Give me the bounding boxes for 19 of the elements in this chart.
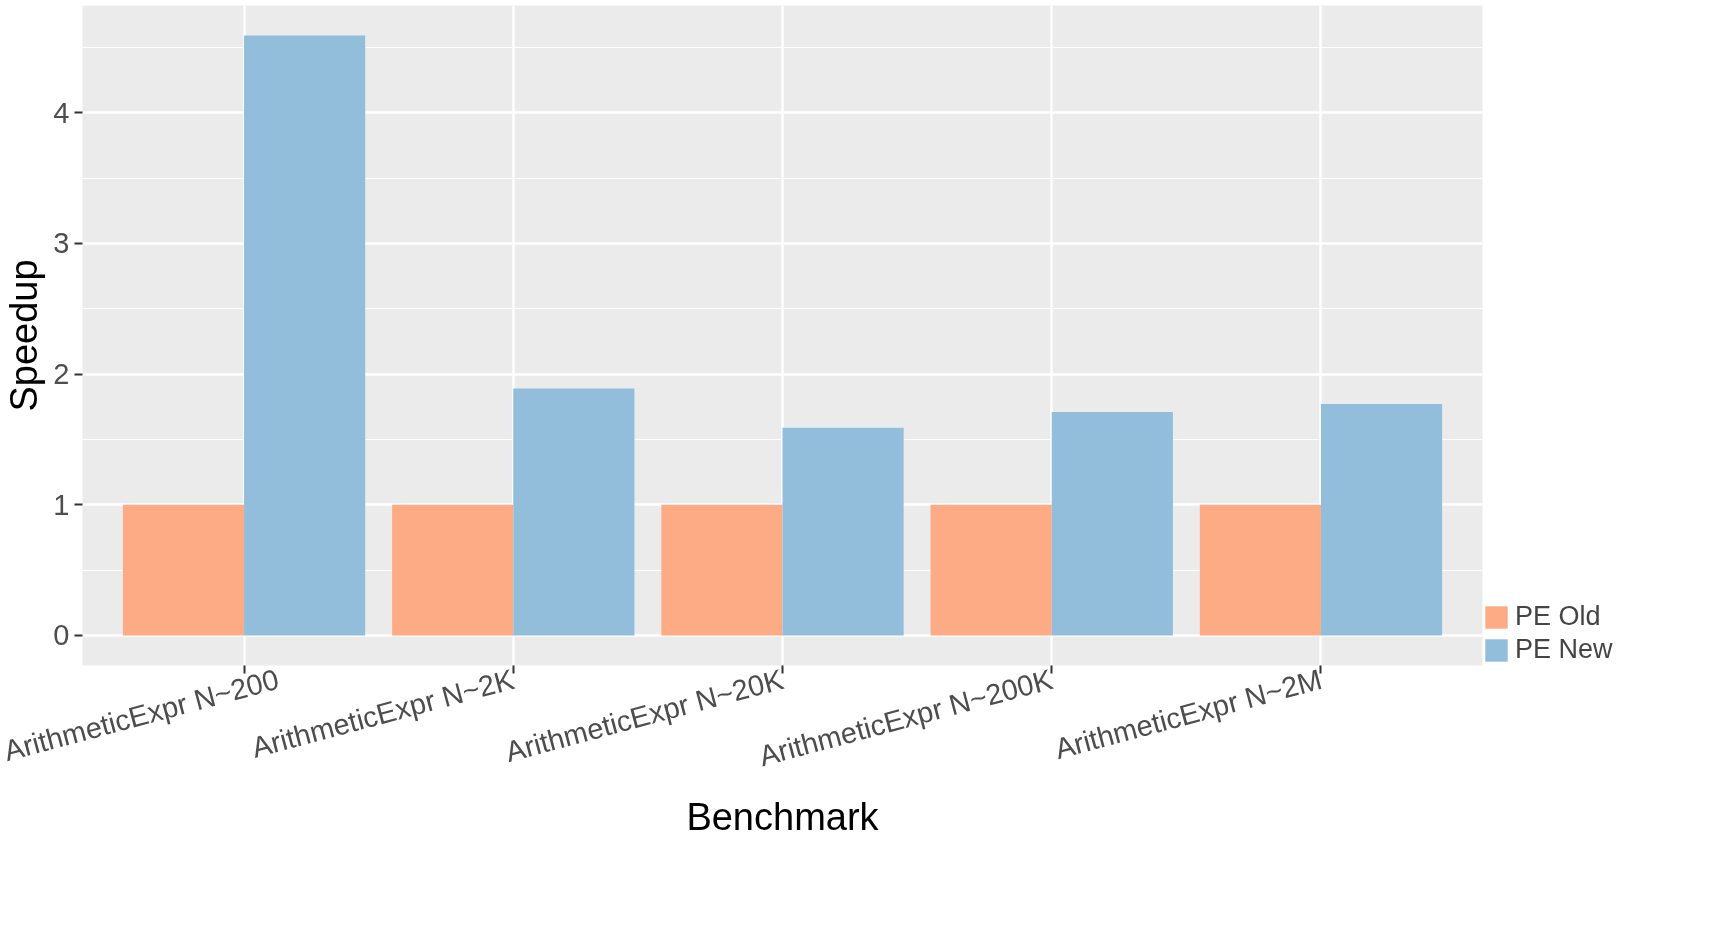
legend-label: PE Old (1515, 601, 1601, 632)
x-axis-title: Benchmark (686, 795, 880, 838)
bar (1051, 411, 1173, 636)
bar (1199, 504, 1321, 636)
y-tick-label: 1 (53, 488, 70, 521)
bar (782, 427, 904, 636)
y-axis-title: Speedup (3, 259, 46, 412)
bar (1320, 404, 1443, 636)
y-tick-label: 4 (53, 96, 70, 129)
y-tick-label: 3 (53, 227, 70, 260)
bar (513, 388, 635, 636)
y-tick-label: 2 (53, 358, 70, 391)
bar (244, 35, 366, 636)
bar (930, 504, 1052, 636)
bar (392, 504, 514, 636)
bar (661, 504, 783, 636)
y-tick-label: 0 (53, 619, 70, 652)
bar (122, 504, 245, 636)
legend-label: PE New (1515, 634, 1613, 665)
